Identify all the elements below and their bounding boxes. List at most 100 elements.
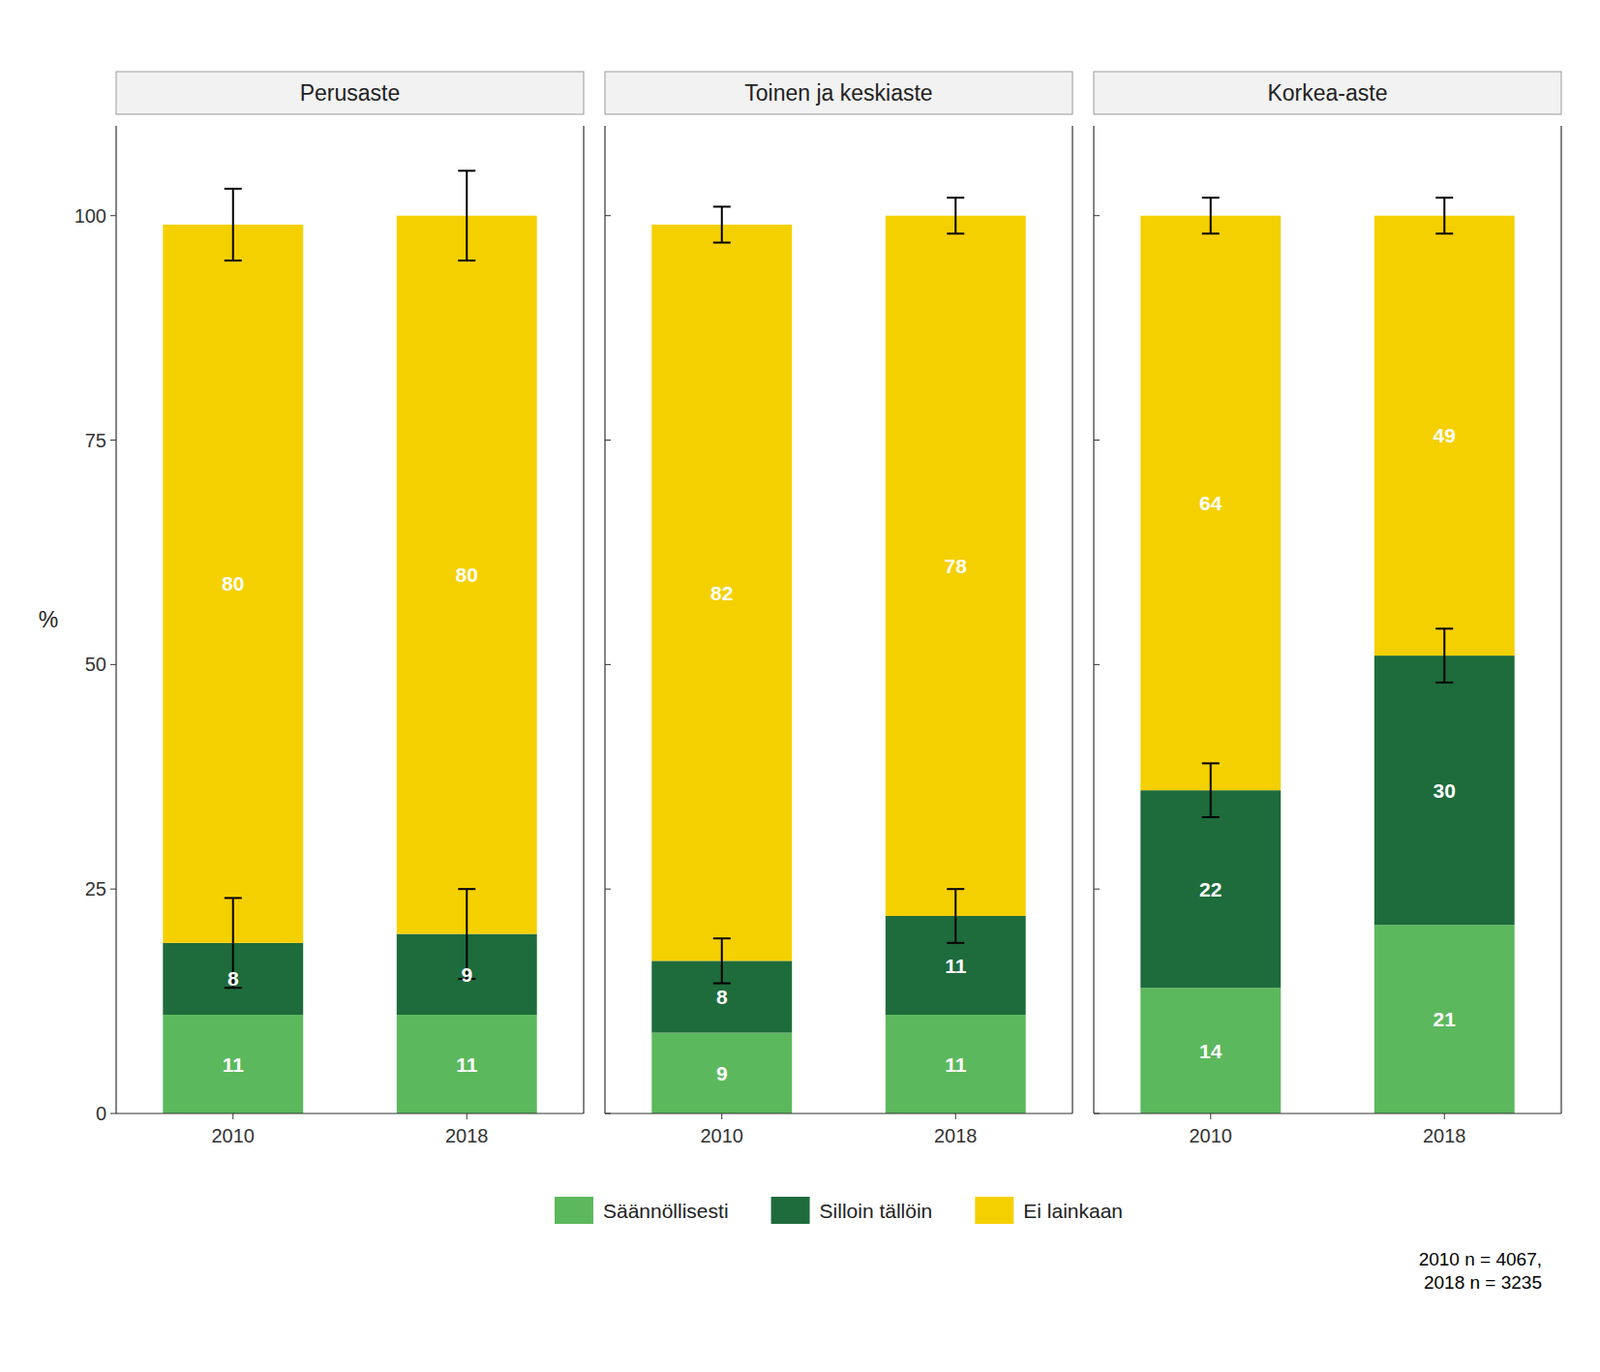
error-line: [232, 188, 235, 261]
legend-item: Ei lainkaan: [974, 1196, 1123, 1224]
data-label: 82: [710, 581, 733, 604]
error-line: [1209, 197, 1212, 234]
data-label: 11: [944, 1053, 967, 1076]
error-bar: [457, 170, 476, 261]
chart: Perusaste1188011980025507510020102018%To…: [0, 0, 1600, 1372]
frame-line: [582, 125, 584, 1114]
error-cap: [713, 936, 731, 939]
data-label: 80: [221, 572, 244, 595]
y-tick-label: 0: [95, 1102, 107, 1124]
data-label: 49: [1433, 423, 1456, 447]
data-labels: 1188011980: [221, 563, 479, 1075]
error-cap: [1435, 681, 1453, 684]
x-tick: [1444, 1113, 1446, 1119]
error-line: [1443, 197, 1446, 234]
note: 2010 n = 4067,2018 n = 3235: [1418, 1248, 1542, 1293]
legend-label: Säännöllisesti: [603, 1199, 729, 1222]
x-axis-line: [604, 1112, 1073, 1114]
y-tick: [1093, 214, 1100, 216]
error-line: [721, 937, 724, 983]
marks: [162, 170, 537, 1114]
legend-swatch: [554, 1196, 594, 1224]
error-cap: [1202, 815, 1220, 818]
bar-segment: [1140, 987, 1281, 1114]
x-tick: [1209, 1113, 1211, 1119]
y-tick: [604, 1113, 611, 1115]
legend: Säännöllisesti Silloin tällöin Ei lainkaan: [554, 1196, 1123, 1224]
y-tick: [604, 439, 611, 441]
y-tick-label: 50: [85, 653, 107, 675]
error-cap: [457, 169, 476, 172]
y-tick: [604, 888, 611, 890]
error-cap: [224, 259, 242, 262]
legend-item: Silloin tällöin: [771, 1196, 934, 1224]
error-cap: [1435, 232, 1453, 235]
data-label: 64: [1199, 491, 1223, 514]
bar-segment: [885, 215, 1027, 916]
bar-segment: [162, 224, 303, 943]
panel-title: Perusaste: [300, 80, 401, 106]
error-cap: [946, 196, 965, 199]
y-tick: [110, 888, 117, 890]
y-tick: [110, 1113, 117, 1115]
x-tick-label: 2018: [445, 1124, 489, 1147]
error-cap: [1202, 232, 1220, 235]
x-tick: [955, 1113, 957, 1119]
error-bar: [946, 197, 965, 234]
bar-segment: [1374, 215, 1515, 656]
legend-label: Ei lainkaan: [1023, 1199, 1123, 1222]
data-label: 8: [716, 985, 728, 1008]
y-tick-label: 75: [85, 429, 107, 452]
legend-label: Silloin tällöin: [819, 1199, 934, 1222]
marks: [651, 197, 1026, 1114]
bar-segment: [1374, 655, 1515, 925]
y-tick-label: 25: [85, 877, 107, 900]
y-axis-line: [1092, 125, 1094, 1114]
error-cap: [713, 982, 731, 985]
y-tick: [1093, 1113, 1100, 1115]
data-label: 21: [1433, 1007, 1457, 1030]
note-line: 2010 n = 4067,: [1418, 1248, 1542, 1269]
x-axis-line: [116, 1112, 584, 1114]
bar-segment: [1140, 789, 1281, 988]
x-tick-label: 2010: [700, 1124, 745, 1147]
frame-line: [1560, 125, 1562, 1114]
error-cap: [1202, 761, 1220, 764]
y-tick: [1093, 888, 1100, 890]
error-bar: [713, 206, 731, 242]
y-tick: [110, 664, 117, 665]
x-axis-line: [1093, 1112, 1562, 1114]
error-cap: [713, 205, 731, 208]
data-label: 8: [227, 966, 240, 990]
data-labels: 9882111178: [710, 554, 967, 1085]
title-box: [604, 71, 1073, 115]
error-cap: [457, 887, 476, 890]
data-label: 9: [716, 1061, 728, 1085]
bar-segment: [162, 1014, 303, 1114]
error-line: [954, 888, 957, 943]
note-line: 2018 n = 3235: [1423, 1271, 1542, 1293]
data-label: 30: [1433, 779, 1456, 802]
error-line: [1209, 762, 1212, 817]
error-line: [721, 206, 724, 242]
y-tick: [604, 664, 611, 665]
x-tick: [466, 1113, 468, 1119]
legend-item: Säännöllisesti: [554, 1196, 729, 1224]
x-tick: [721, 1113, 723, 1119]
bar-segment: [396, 215, 538, 935]
error-bar: [224, 188, 242, 261]
frame-line: [1071, 125, 1073, 1114]
error-cap: [946, 232, 965, 235]
panel: Toinen ja keskiaste988211117820102018: [604, 71, 1073, 1147]
x-tick-label: 2018: [934, 1124, 978, 1147]
error-line: [465, 170, 468, 261]
title-box: [1093, 71, 1562, 115]
bar-segment: [651, 1032, 792, 1114]
data-label: 80: [455, 563, 479, 586]
error-cap: [1202, 196, 1220, 199]
error-line: [954, 197, 957, 234]
title-box: [116, 71, 584, 115]
data-labels: 142264213049: [1199, 423, 1456, 1061]
error-bar: [946, 888, 965, 943]
y-axis-line: [603, 125, 605, 1114]
